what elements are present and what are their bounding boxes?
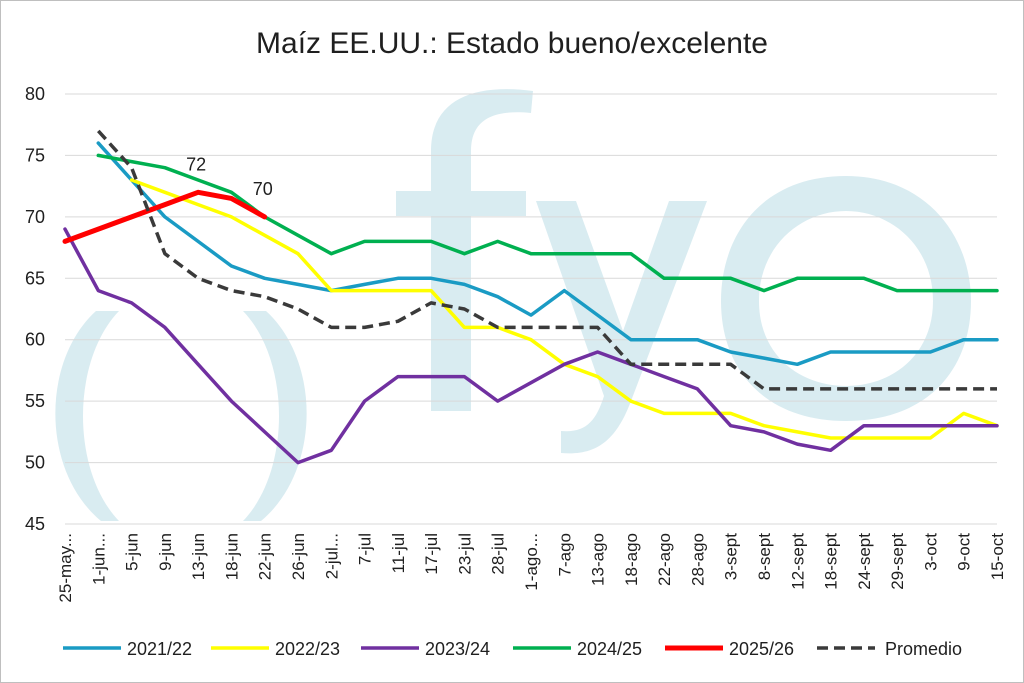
- x-tick-label: 15-oct: [988, 533, 1007, 581]
- x-tick-label: 26-jun: [289, 533, 308, 580]
- x-tick-label: 25-may...: [56, 533, 75, 603]
- watermark-logo: [55, 89, 971, 521]
- x-tick-label: 17-jul: [422, 533, 441, 575]
- x-tick-label: 18-ago: [622, 533, 641, 586]
- x-tick-label: 28-jul: [489, 533, 508, 575]
- x-tick-label: 22-ago: [655, 533, 674, 586]
- x-tick-label: 1-ago...: [522, 533, 541, 591]
- data-label: 72: [186, 154, 206, 174]
- x-tick-label: 9-jun: [156, 533, 175, 571]
- series-line-2023-24: [63, 227, 999, 465]
- series-line-2021-22: [96, 141, 999, 367]
- legend-label: 2024/25: [577, 639, 642, 659]
- legend-label: 2022/23: [275, 639, 340, 659]
- y-tick-label: 50: [25, 453, 45, 473]
- chart-title: Maíz EE.UU.: Estado bueno/excelente: [256, 27, 768, 60]
- x-tick-label: 24-sept: [855, 533, 874, 590]
- y-tick-label: 60: [25, 330, 45, 350]
- x-tick-label: 23-jul: [455, 533, 474, 575]
- x-tick-label: 13-jun: [189, 533, 208, 580]
- legend-label: 2023/24: [425, 639, 490, 659]
- x-tick-label: 7-ago: [555, 533, 574, 576]
- y-axis: 45 50 55 60 65 70 75 80: [25, 84, 45, 534]
- y-tick-label: 70: [25, 207, 45, 227]
- y-tick-label: 55: [25, 391, 45, 411]
- legend-label: 2021/22: [127, 639, 192, 659]
- y-tick-label: 75: [25, 145, 45, 165]
- x-tick-label: 8-sept: [755, 533, 774, 581]
- x-tick-label: 18-jun: [222, 533, 241, 580]
- x-tick-label: 22-jun: [256, 533, 275, 580]
- x-tick-label: 12-sept: [788, 533, 807, 590]
- series-lines: [62, 129, 999, 465]
- x-tick-label: 28-ago: [688, 533, 707, 586]
- series-line-2024-25: [96, 153, 999, 293]
- series-line-promedio: [97, 129, 997, 391]
- x-tick-label: 9-oct: [955, 533, 974, 571]
- x-tick-label: 3-sept: [722, 533, 741, 581]
- grid-lines: [65, 93, 997, 525]
- y-tick-label: 45: [25, 514, 45, 534]
- data-label: 70: [253, 179, 273, 199]
- x-tick-label: 2-jul...: [322, 533, 341, 579]
- series-line-2025-26: [62, 189, 268, 244]
- x-tick-label: 29-sept: [888, 533, 907, 590]
- annotations: 72 70: [186, 154, 273, 199]
- legend: 2021/22 2022/23 2023/24 2024/25 2025/26 Prome…: [63, 639, 962, 659]
- y-tick-label: 65: [25, 268, 45, 288]
- x-tick-label: 18-sept: [822, 533, 841, 590]
- x-tick-label: 1-jun...: [89, 533, 108, 585]
- x-tick-label: 13-ago: [589, 533, 608, 586]
- x-tick-label: 3-oct: [921, 533, 940, 571]
- x-tick-label: 7-jul: [356, 533, 375, 565]
- y-tick-label: 80: [25, 84, 45, 104]
- x-tick-label: 5-jun: [123, 533, 142, 571]
- legend-label: Promedio: [885, 639, 962, 659]
- legend-label: 2025/26: [729, 639, 794, 659]
- x-tick-label: 11-jul: [389, 533, 408, 573]
- x-axis: 25-may... 1-jun... 5-jun 9-jun 13-jun 18-jun 2…: [56, 533, 1007, 603]
